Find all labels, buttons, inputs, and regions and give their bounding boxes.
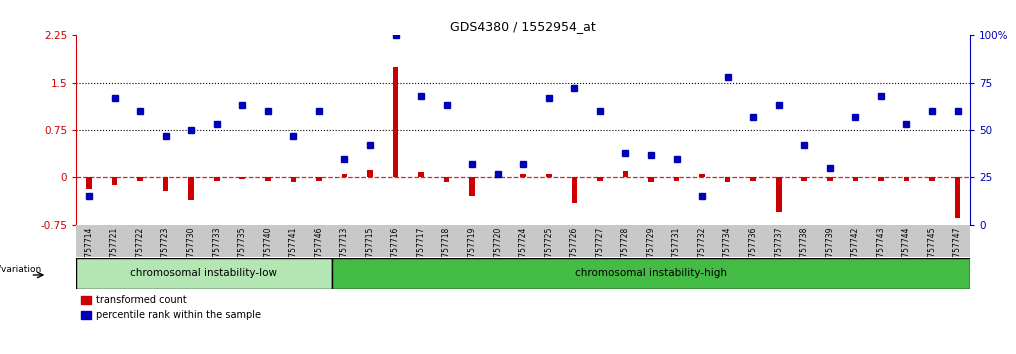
- Bar: [955, 177, 960, 218]
- Text: GSM757727: GSM757727: [595, 227, 605, 273]
- Text: GSM757732: GSM757732: [698, 227, 706, 273]
- Text: GSM757722: GSM757722: [135, 227, 144, 273]
- Text: GSM757715: GSM757715: [366, 227, 375, 273]
- Bar: [724, 177, 731, 183]
- Text: GSM757740: GSM757740: [263, 227, 272, 273]
- Text: GSM757728: GSM757728: [621, 227, 630, 273]
- Text: GSM757746: GSM757746: [314, 227, 323, 273]
- Bar: [674, 177, 680, 181]
- Text: GSM757721: GSM757721: [110, 227, 119, 273]
- Text: GSM757735: GSM757735: [238, 227, 247, 273]
- Text: GSM757744: GSM757744: [902, 227, 911, 273]
- Text: GSM757720: GSM757720: [493, 227, 502, 273]
- Bar: [623, 171, 628, 177]
- Bar: [444, 177, 449, 183]
- Text: GSM757730: GSM757730: [187, 227, 196, 273]
- Bar: [776, 177, 781, 212]
- Bar: [265, 177, 270, 181]
- Text: GSM757745: GSM757745: [928, 227, 937, 273]
- Bar: [930, 177, 935, 181]
- Bar: [316, 177, 322, 181]
- Bar: [469, 177, 474, 196]
- Text: GSM757713: GSM757713: [340, 227, 348, 273]
- Text: GSM757718: GSM757718: [442, 227, 451, 273]
- Text: GSM757739: GSM757739: [825, 227, 834, 273]
- Bar: [648, 177, 653, 183]
- Bar: [163, 177, 169, 191]
- Bar: [419, 172, 424, 177]
- Bar: [802, 177, 807, 181]
- Text: GSM757725: GSM757725: [545, 227, 554, 273]
- Bar: [903, 177, 909, 181]
- Text: GSM757737: GSM757737: [774, 227, 783, 273]
- Bar: [188, 177, 194, 200]
- Bar: [827, 177, 832, 181]
- Text: chromosomal instability-low: chromosomal instability-low: [130, 268, 277, 279]
- Bar: [597, 177, 602, 181]
- Text: chromosomal instability-high: chromosomal instability-high: [575, 268, 727, 279]
- Bar: [331, 258, 970, 289]
- Text: GSM757717: GSM757717: [417, 227, 426, 273]
- Text: GSM757716: GSM757716: [391, 227, 400, 273]
- Title: GDS4380 / 1552954_at: GDS4380 / 1552954_at: [450, 20, 596, 33]
- Bar: [546, 174, 552, 177]
- Bar: [495, 174, 501, 177]
- Text: GSM757723: GSM757723: [162, 227, 170, 273]
- Text: GSM757738: GSM757738: [800, 227, 809, 273]
- Bar: [520, 174, 526, 177]
- Bar: [76, 258, 331, 289]
- Text: GSM757724: GSM757724: [519, 227, 527, 273]
- Text: GSM757741: GSM757741: [289, 227, 298, 273]
- Text: GSM757734: GSM757734: [723, 227, 733, 273]
- Text: GSM757719: GSM757719: [467, 227, 477, 273]
- Bar: [572, 177, 577, 203]
- Text: GSM757736: GSM757736: [749, 227, 758, 273]
- Bar: [240, 177, 245, 179]
- Text: genotype/variation: genotype/variation: [0, 266, 42, 274]
- Bar: [137, 177, 143, 181]
- Bar: [699, 174, 705, 177]
- Bar: [393, 67, 398, 177]
- Bar: [214, 177, 219, 181]
- Text: GSM757726: GSM757726: [570, 227, 579, 273]
- Text: GSM757743: GSM757743: [877, 227, 885, 273]
- Bar: [852, 177, 859, 181]
- Text: GSM757729: GSM757729: [646, 227, 655, 273]
- Bar: [291, 177, 296, 183]
- Bar: [341, 174, 347, 177]
- Text: GSM757747: GSM757747: [953, 227, 962, 273]
- Text: GSM757733: GSM757733: [212, 227, 221, 273]
- Bar: [751, 177, 756, 181]
- Text: GSM757742: GSM757742: [850, 227, 860, 273]
- Bar: [86, 177, 91, 189]
- Text: GSM757731: GSM757731: [672, 227, 681, 273]
- Bar: [367, 170, 373, 177]
- Bar: [112, 177, 117, 185]
- Text: GSM757714: GSM757714: [84, 227, 93, 273]
- Bar: [878, 177, 884, 181]
- Legend: transformed count, percentile rank within the sample: transformed count, percentile rank withi…: [81, 295, 261, 320]
